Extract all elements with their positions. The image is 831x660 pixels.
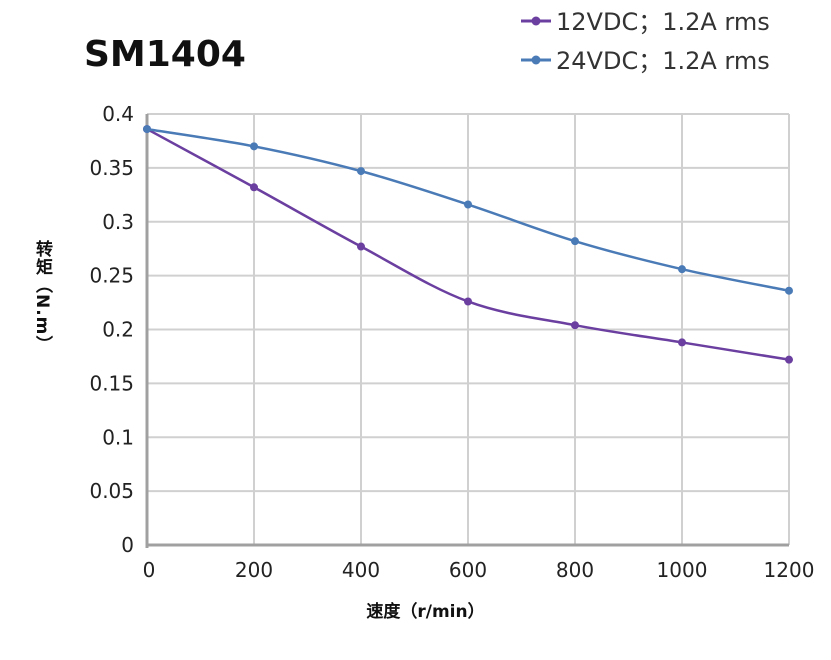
legend-label-1: 12VDC；1.2A rms [556, 8, 770, 36]
y-tick-label: 0.2 [102, 318, 134, 342]
legend-marker-1 [531, 16, 541, 26]
legend-label-2: 24VDC；1.2A rms [556, 47, 770, 75]
x-tick-label: 600 [449, 558, 487, 582]
y-tick-label: 0.25 [89, 264, 134, 288]
chart-title: SM1404 [84, 34, 246, 75]
data-point [785, 355, 793, 364]
data-point [250, 183, 258, 192]
y-tick-label: 0.3 [102, 210, 134, 234]
y-axis-label: 转矩（N.m） [32, 240, 52, 354]
legend-marker-2 [531, 55, 541, 65]
x-tick-label: 0 [143, 558, 156, 582]
y-tick-label: 0.1 [102, 425, 134, 449]
data-point [143, 125, 151, 134]
x-axis-label: 速度（r/min） [366, 602, 485, 622]
x-tick-label: 200 [235, 558, 273, 582]
data-point [785, 286, 793, 295]
y-tick-label: 0.15 [89, 371, 134, 395]
data-point [571, 321, 579, 330]
data-point [250, 142, 258, 151]
data-point [678, 265, 686, 274]
x-tick-label: 1200 [764, 558, 815, 582]
x-tick-label: 400 [342, 558, 380, 582]
x-tick-label: 800 [556, 558, 594, 582]
y-tick-label: 0.05 [89, 479, 134, 503]
data-point [464, 200, 472, 209]
data-point [357, 167, 365, 176]
data-point [678, 338, 686, 347]
y-tick-label: 0.4 [102, 102, 134, 126]
data-point [357, 242, 365, 251]
y-tick-label: 0 [121, 533, 134, 557]
data-point [571, 237, 579, 246]
data-point [464, 297, 472, 306]
y-tick-label: 0.35 [89, 156, 134, 180]
x-tick-label: 1000 [657, 558, 708, 582]
